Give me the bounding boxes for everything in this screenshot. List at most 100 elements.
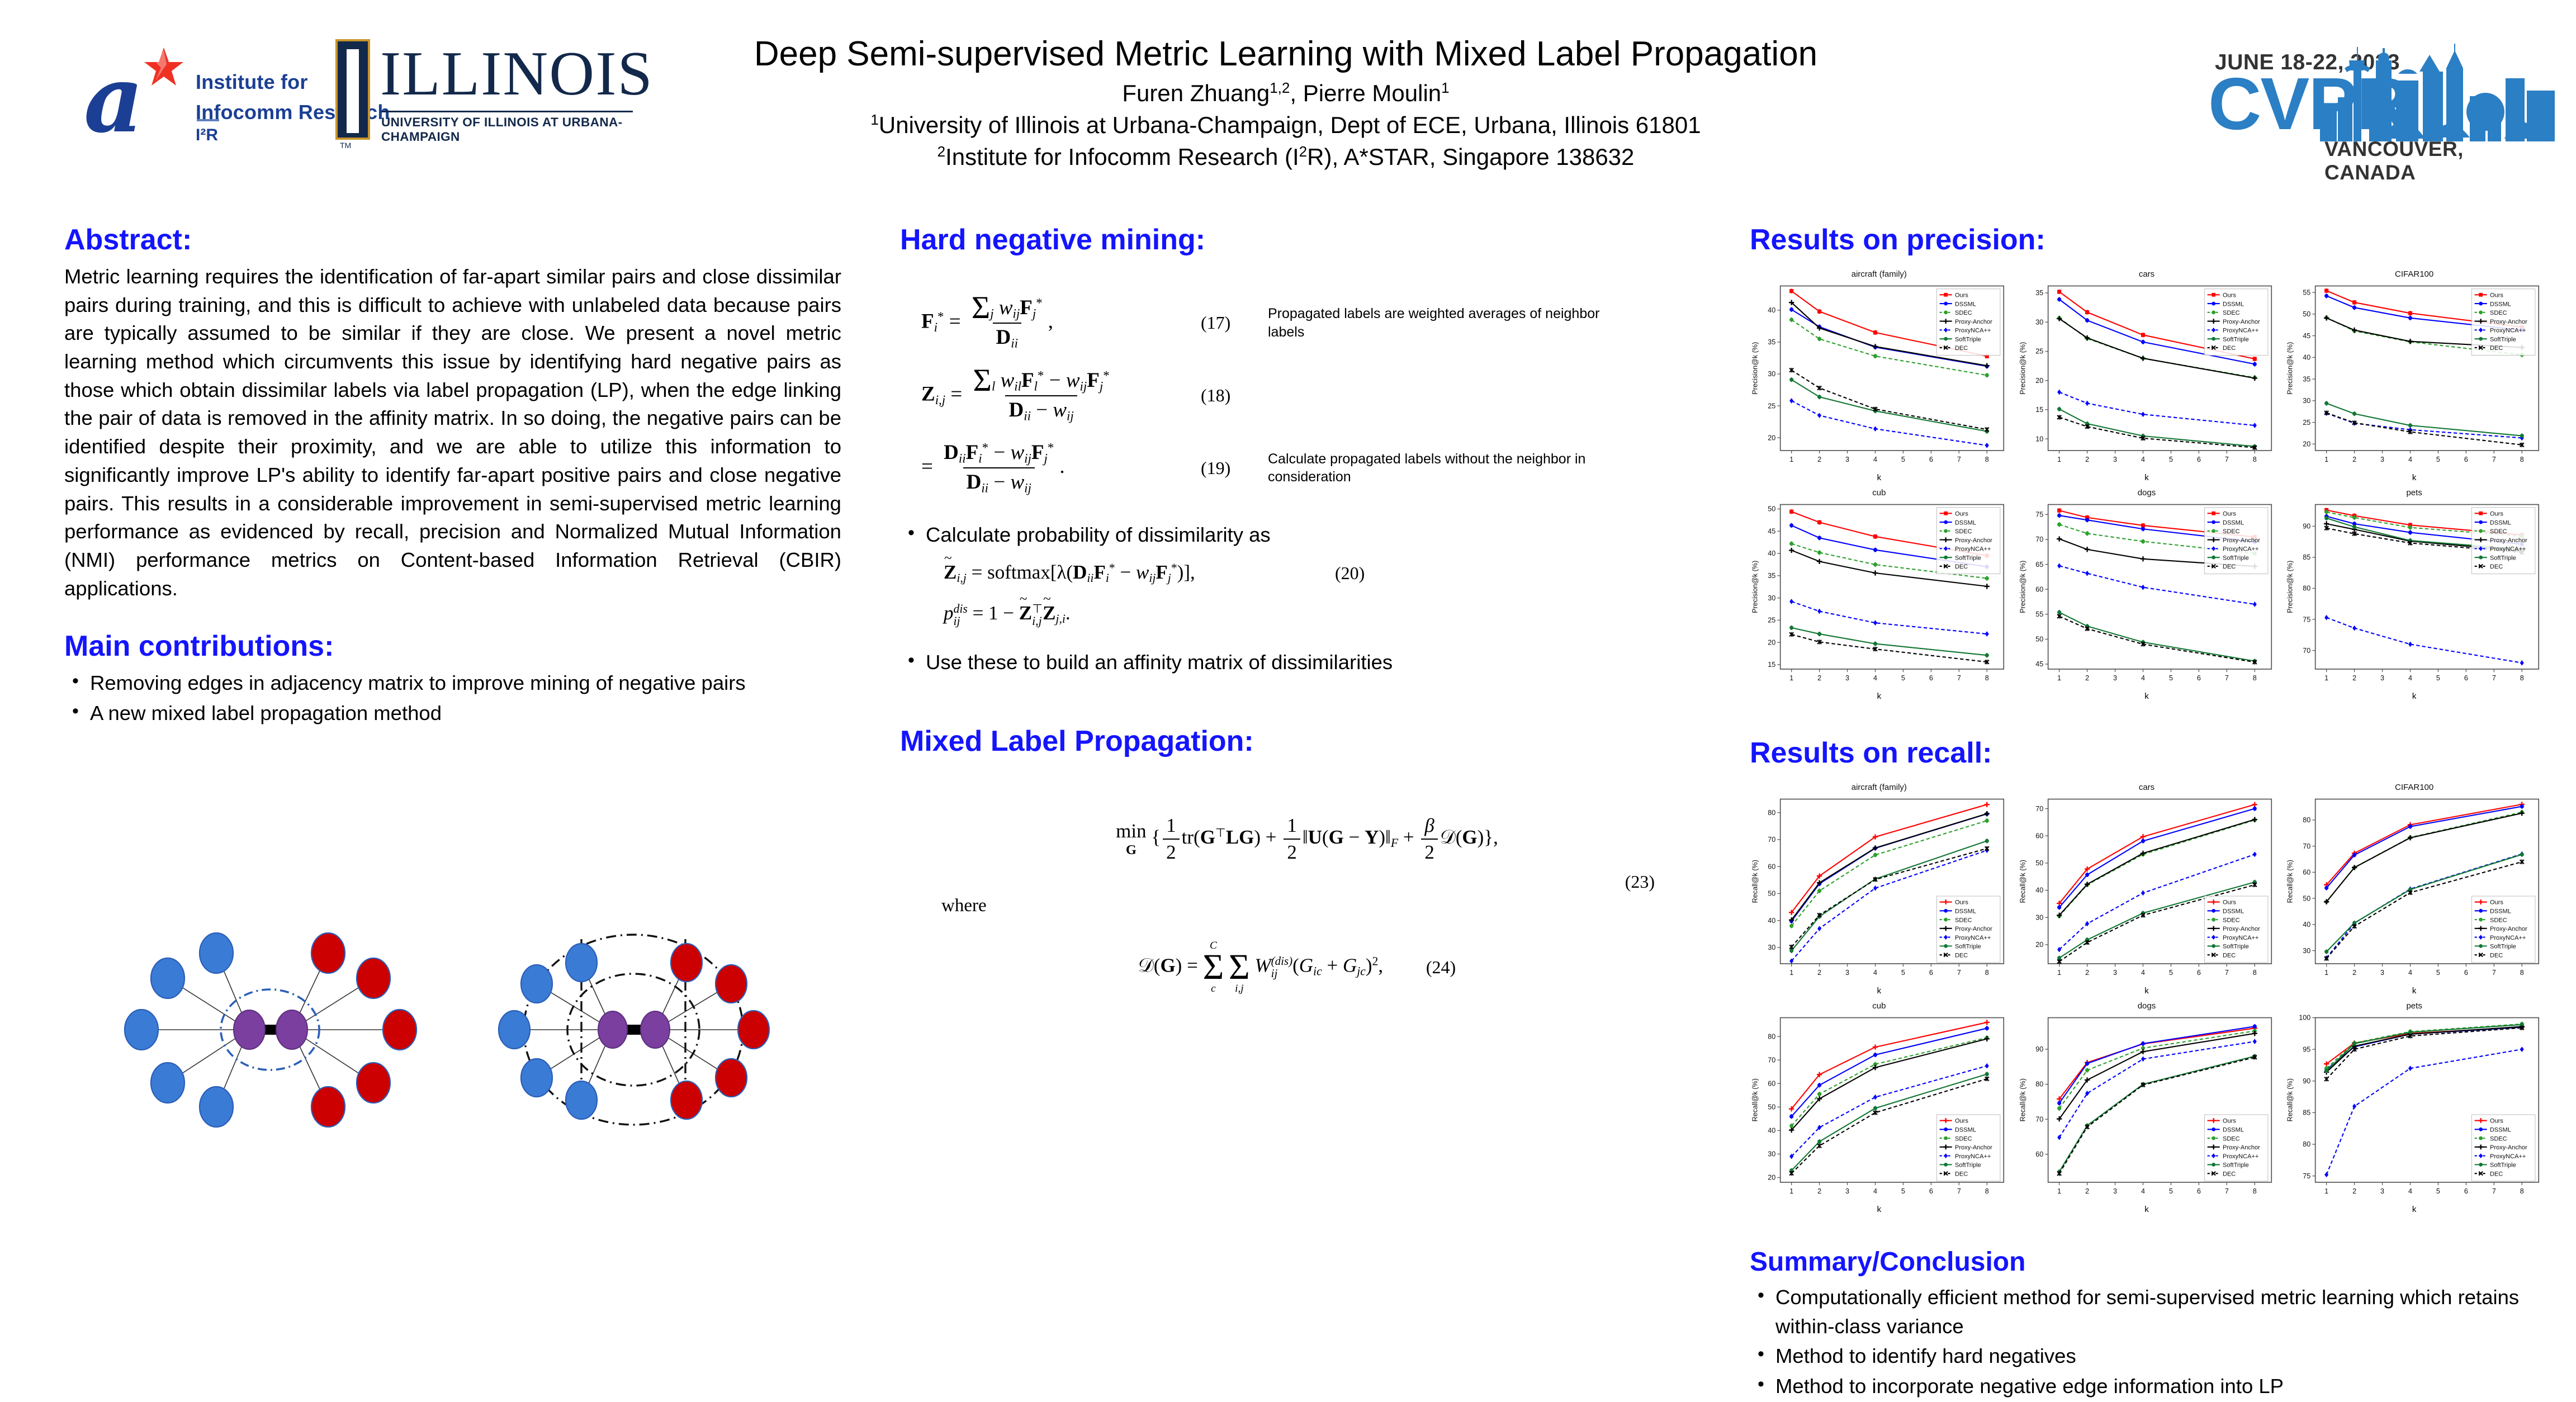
equation-18-number: (18) xyxy=(1201,385,1231,406)
svg-text:SDEC: SDEC xyxy=(2490,310,2507,316)
svg-text:30: 30 xyxy=(1768,594,1775,602)
svg-text:50: 50 xyxy=(2303,894,2311,902)
svg-text:DEC: DEC xyxy=(2223,563,2236,570)
svg-text:50: 50 xyxy=(1768,505,1775,513)
i2r-line1: Institute for xyxy=(196,70,308,93)
svg-text:40: 40 xyxy=(2035,886,2043,894)
affiliation-1-sup: 1 xyxy=(870,111,879,128)
svg-text:6: 6 xyxy=(2464,1187,2468,1195)
svg-text:ProxyNCA++: ProxyNCA++ xyxy=(2223,327,2258,334)
equation-24: 𝒟(G) = C Σ c Σ i,j W (dis) ij (Gic + Gjc)2, xyxy=(1138,939,1384,995)
svg-text:SDEC: SDEC xyxy=(2223,528,2240,535)
svg-text:30: 30 xyxy=(2035,913,2043,921)
svg-text:SoftTriple: SoftTriple xyxy=(2490,555,2516,561)
svg-text:DEC: DEC xyxy=(2223,952,2236,959)
svg-text:SDEC: SDEC xyxy=(2223,917,2240,923)
svg-text:6: 6 xyxy=(1929,968,1933,976)
svg-text:60: 60 xyxy=(2035,832,2043,840)
equation-17-number: (17) xyxy=(1201,312,1231,333)
illinois-tagline: UNIVERSITY OF ILLINOIS AT URBANA-CHAMPAI… xyxy=(381,115,623,144)
svg-text:ProxyNCA++: ProxyNCA++ xyxy=(2490,327,2526,334)
svg-text:4: 4 xyxy=(2408,674,2412,682)
i2r-star-icon xyxy=(144,48,183,86)
svg-text:6: 6 xyxy=(2464,674,2468,682)
hard-negative-mining-heading: Hard negative mining: xyxy=(900,224,1206,256)
svg-text:70: 70 xyxy=(1768,836,1775,844)
equation-19: = DiiFi* − wijFj* Dii − wij . xyxy=(921,441,1065,495)
svg-text:5: 5 xyxy=(2169,1187,2173,1195)
svg-text:85: 85 xyxy=(2303,553,2311,561)
svg-text:Proxy-Anchor: Proxy-Anchor xyxy=(2490,1144,2527,1151)
abstract-text: Metric learning requires the identificat… xyxy=(64,264,841,600)
svg-text:40: 40 xyxy=(1768,917,1775,925)
svg-text:3: 3 xyxy=(2113,1187,2117,1195)
svg-text:DSSML: DSSML xyxy=(1955,908,1976,915)
svg-text:Proxy-Anchor: Proxy-Anchor xyxy=(1955,537,1992,544)
line-chart: 1 2 3 4 5 6 7 8 20 30 40 50 60 70 80 Recall@k (%) Ours DS… xyxy=(1751,1017,2005,1195)
svg-text:DSSML: DSSML xyxy=(2223,519,2244,526)
chart-cell-aircraft-family-: aircraft (family) 1 2 3 4 5 6 7 8 20 25 30 35 40 Preci… xyxy=(1750,269,2009,482)
svg-text:70: 70 xyxy=(2303,647,2311,655)
chart-cell-pets: pets 1 2 3 4 5 6 7 8 70 75 80 85 90 Precision@k (%) Our… xyxy=(2285,488,2544,701)
svg-text:5: 5 xyxy=(2436,968,2440,976)
chart-cell-cub: cub 1 2 3 4 5 6 7 8 15 20 25 30 35 40 45 50 Precision@k (… xyxy=(1750,488,2009,701)
chart-title: dogs xyxy=(2137,1001,2156,1011)
svg-text:45: 45 xyxy=(2303,332,2311,340)
equation-17-row: Fi* = Σj wijFj* Dii , (17) Propagated la… xyxy=(900,292,1694,351)
svg-text:10: 10 xyxy=(2035,435,2043,443)
svg-text:2: 2 xyxy=(2085,674,2089,682)
svg-text:4: 4 xyxy=(1873,674,1877,682)
mixed-label-propagation-heading: Mixed Label Propagation: xyxy=(900,725,1254,758)
svg-text:DSSML: DSSML xyxy=(2490,301,2511,307)
summary-heading: Summary/Conclusion xyxy=(1750,1247,2026,1277)
svg-text:50: 50 xyxy=(1768,889,1775,897)
svg-text:ProxyNCA++: ProxyNCA++ xyxy=(1955,327,1991,334)
svg-text:100: 100 xyxy=(2299,1013,2311,1021)
svg-text:3: 3 xyxy=(2380,1187,2384,1195)
line-chart: 1 2 3 4 5 6 7 8 70 75 80 85 90 Precision@k (%) Ours DSS… xyxy=(2286,504,2540,682)
svg-text:2: 2 xyxy=(1817,1187,1821,1195)
svg-text:4: 4 xyxy=(2408,456,2412,463)
svg-text:DEC: DEC xyxy=(2490,345,2503,352)
svg-text:7: 7 xyxy=(2492,968,2496,976)
svg-text:4: 4 xyxy=(2141,969,2145,977)
illinois-trademark: TM xyxy=(340,141,352,150)
chart-title: cars xyxy=(2138,269,2155,279)
svg-text:DEC: DEC xyxy=(2490,1171,2503,1177)
chart-x-axis-label: k xyxy=(1877,472,1882,482)
svg-text:6: 6 xyxy=(2197,456,2201,463)
svg-text:Proxy-Anchor: Proxy-Anchor xyxy=(2490,319,2527,325)
equation-20: ~ Zi,j = softmax[λ(DiiFi* − wijFj*)], xyxy=(944,551,1195,585)
line-chart: 1 2 3 4 5 6 7 8 10 15 20 25 30 35 Precision@k (%) Ours D… xyxy=(2019,285,2272,463)
equation-23: min G {1 2 tr(G⊤LG) + 1 2 ‖U(G − Y)‖F + β 2 𝒟(… xyxy=(1116,814,1498,863)
svg-text:7: 7 xyxy=(1957,456,1961,463)
vancouver-skyline-icon xyxy=(2320,44,2555,141)
chart-cell-dogs: dogs 1 2 3 4 5 6 7 8 60 70 80 90 Recall@k (%) Ours DSSM… xyxy=(2018,1001,2276,1214)
equation-17-note: Propagated labels are weighted averages … xyxy=(1268,306,1600,340)
svg-text:DEC: DEC xyxy=(2223,345,2236,352)
svg-text:8: 8 xyxy=(2252,969,2256,977)
svg-text:Ours: Ours xyxy=(1955,510,1968,517)
anchor-node-j xyxy=(276,1010,308,1050)
svg-text:80: 80 xyxy=(2303,1140,2311,1148)
chart-x-axis-label: k xyxy=(2144,986,2149,996)
svg-text:Recall@k (%): Recall@k (%) xyxy=(1751,1078,1759,1121)
svg-text:60: 60 xyxy=(1768,1079,1775,1087)
svg-text:SoftTriple: SoftTriple xyxy=(2490,943,2516,950)
svg-text:DEC: DEC xyxy=(2490,952,2503,959)
svg-text:DEC: DEC xyxy=(1955,1171,1968,1177)
svg-text:20: 20 xyxy=(1768,1173,1775,1181)
svg-text:2: 2 xyxy=(1817,674,1821,682)
affiliation-2-post: R), A*STAR, Singapore 138632 xyxy=(1307,143,1635,170)
svg-text:6: 6 xyxy=(1929,674,1933,682)
svg-text:80: 80 xyxy=(2035,1080,2043,1088)
svg-text:6: 6 xyxy=(2197,674,2201,682)
svg-text:7: 7 xyxy=(2492,1187,2496,1195)
svg-text:Recall@k (%): Recall@k (%) xyxy=(2286,1078,2294,1121)
svg-text:3: 3 xyxy=(2113,969,2117,977)
chart-cell-cifar100: CIFAR100 1 2 3 4 5 6 7 8 30 40 50 60 70 80 Recall@k (%)… xyxy=(2285,783,2544,996)
line-chart: 1 2 3 4 5 6 7 8 30 40 50 60 70 80 Recall@k (%) Ours DSSM… xyxy=(1751,798,2005,976)
svg-text:2: 2 xyxy=(2352,968,2356,976)
svg-text:Ours: Ours xyxy=(2490,292,2503,299)
chart-title: pets xyxy=(2406,1001,2422,1011)
